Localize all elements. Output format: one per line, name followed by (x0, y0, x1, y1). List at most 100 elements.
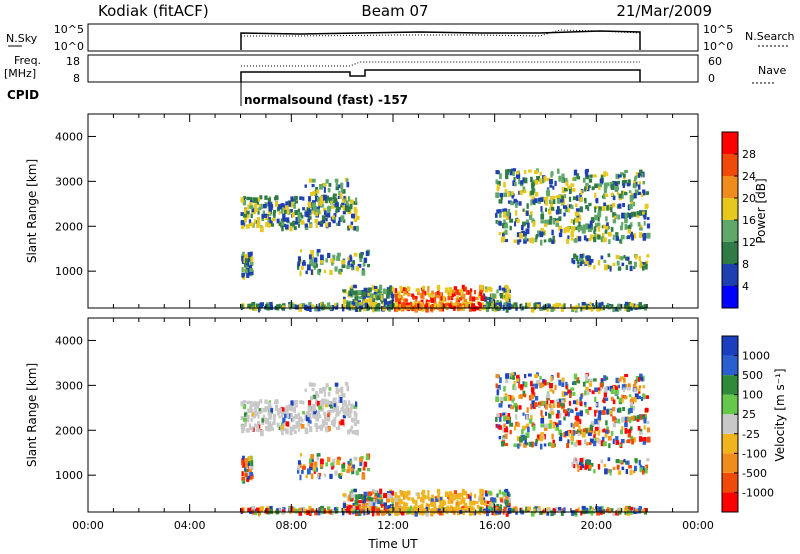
velocity-echo (634, 393, 639, 400)
velocity-echo (456, 509, 461, 514)
power-echo (633, 201, 636, 207)
power-echo (555, 209, 560, 215)
velocity-echo (350, 508, 354, 513)
power-echo (542, 179, 545, 184)
velocity-echo (576, 463, 580, 469)
power-echo (375, 286, 379, 292)
velocity-echo (560, 433, 563, 437)
power-echo (544, 207, 548, 212)
power-echo (280, 203, 285, 208)
velocity-echo (534, 506, 538, 512)
power-echo (314, 218, 319, 223)
y-tick-label: 2000 (55, 424, 83, 437)
power-echo (341, 260, 346, 265)
power-echo (512, 180, 516, 187)
velocity-echo (515, 378, 520, 382)
colorbar-swatch (722, 336, 738, 356)
power-echo (312, 210, 316, 215)
colorbar-tick-label: 500 (742, 369, 763, 382)
velocity-echo (550, 400, 554, 404)
velocity-echo (629, 417, 632, 424)
power-echo (498, 212, 502, 218)
power-echo (619, 239, 622, 243)
power-echo (603, 182, 608, 189)
power-echo (258, 204, 262, 210)
power-echo (559, 208, 562, 214)
power-echo (495, 170, 500, 175)
power-echo (612, 202, 616, 208)
power-echo (335, 182, 339, 188)
power-echo (439, 302, 443, 307)
power-echo (549, 184, 553, 188)
velocity-echo (573, 380, 577, 386)
power-echo (522, 208, 525, 212)
velocity-echo (570, 435, 575, 442)
velocity-echo (604, 468, 608, 475)
velocity-echo (247, 507, 252, 512)
colorbar-tick-label: -100 (742, 447, 767, 460)
velocity-echo (254, 411, 259, 417)
power-echo (552, 199, 556, 205)
velocity-echo (443, 508, 447, 513)
power-echo (374, 306, 377, 312)
power-echo (575, 255, 579, 261)
power-echo (539, 178, 543, 185)
velocity-echo (473, 509, 477, 516)
power-echo (415, 295, 418, 300)
velocity-echo (350, 467, 354, 472)
velocity-echo (495, 506, 499, 511)
power-echo (628, 203, 633, 210)
velocity-echo (549, 441, 552, 447)
power-echo (426, 301, 431, 306)
power-echo (458, 297, 463, 301)
power-echo (318, 204, 321, 208)
freq-label: Freq. (14, 54, 41, 67)
power-echo (426, 291, 430, 296)
power-echo (627, 235, 631, 240)
velocity-echo (644, 466, 647, 470)
velocity-echo (597, 414, 602, 421)
velocity-echo (619, 429, 623, 435)
velocity-echo (526, 506, 531, 511)
power-echo (436, 291, 439, 295)
velocity-echo (584, 463, 589, 469)
velocity-echo (305, 474, 308, 479)
power-echo (623, 303, 628, 308)
velocity-echo (612, 438, 615, 445)
power-echo (612, 219, 617, 224)
velocity-echo (520, 429, 524, 435)
velocity-echo (440, 500, 445, 505)
power-echo (636, 211, 640, 216)
power-echo (333, 213, 337, 218)
velocity-echo (330, 510, 335, 515)
power-echo (499, 173, 502, 180)
velocity-echo (310, 473, 313, 479)
power-echo (244, 261, 247, 267)
velocity-echo (240, 401, 244, 407)
power-echo (414, 307, 418, 313)
velocity-echo (588, 406, 592, 411)
velocity-echo (496, 493, 499, 498)
velocity-echo (642, 384, 646, 389)
power-echo (616, 191, 619, 196)
velocity-echo (409, 505, 413, 510)
power-echo (558, 232, 563, 238)
power-echo (498, 199, 503, 204)
power-echo (511, 194, 514, 199)
power-echo (351, 226, 355, 231)
velocity-echo (612, 510, 616, 517)
velocity-echo (502, 491, 505, 498)
power-echo (584, 186, 587, 192)
power-echo (406, 286, 411, 292)
power-echo (532, 179, 535, 184)
power-echo (590, 306, 594, 312)
power-echo (284, 209, 287, 215)
power-echo (597, 226, 601, 232)
power-echo (515, 174, 520, 178)
power-echo (249, 268, 254, 272)
velocity-echo (534, 395, 539, 401)
power-echo (331, 260, 334, 266)
velocity-echo (336, 459, 341, 466)
power-echo (338, 190, 341, 196)
velocity-echo (438, 510, 443, 516)
